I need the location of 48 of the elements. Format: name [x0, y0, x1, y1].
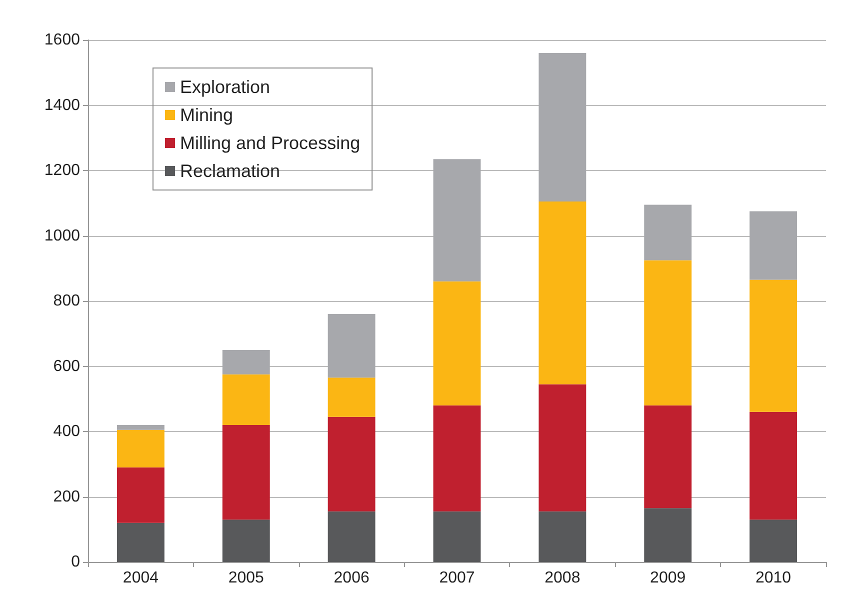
bar: [222, 350, 270, 374]
bar: [433, 159, 481, 282]
y-tick-label: 200: [53, 488, 80, 506]
y-tick-label: 1400: [44, 96, 80, 114]
legend-label: Reclamation: [180, 161, 280, 181]
legend-label: Milling and Processing: [180, 133, 360, 153]
legend-label: Exploration: [180, 77, 270, 97]
y-tick-label: 600: [53, 358, 80, 375]
bar: [328, 416, 376, 512]
bar: [433, 511, 481, 562]
bar: [116, 430, 164, 468]
bar: [750, 520, 798, 562]
bar: [750, 412, 798, 520]
x-tick-label: 2008: [544, 570, 580, 586]
y-tick-label: 0: [71, 554, 80, 570]
y-tick-label: 1600: [44, 32, 80, 48]
x-tick-label: 2005: [228, 570, 264, 586]
bar: [328, 314, 376, 378]
bar: [116, 424, 164, 430]
bar: [222, 520, 270, 562]
bar: [750, 211, 798, 280]
x-tick-label: 2009: [650, 570, 686, 586]
bar: [538, 511, 586, 562]
bar: [222, 424, 270, 520]
x-tick-label: 2010: [755, 570, 792, 586]
bar: [116, 522, 164, 562]
y-tick-label: 1200: [44, 162, 80, 179]
bar: [116, 467, 164, 523]
bar: [644, 508, 692, 562]
y-tick-label: 800: [53, 292, 80, 310]
y-tick-label: 400: [53, 423, 80, 440]
bar: [538, 201, 586, 384]
bar: [538, 53, 586, 202]
bar: [433, 405, 481, 512]
x-tick-label: 2006: [334, 570, 370, 586]
bar: [328, 378, 376, 417]
legend-label: Mining: [180, 105, 234, 125]
bar: [433, 281, 481, 406]
bar: [328, 511, 376, 562]
bar: [750, 280, 798, 412]
x-tick-label: 2004: [122, 570, 159, 586]
bar: [644, 260, 692, 406]
bar: [538, 384, 586, 512]
bar: [644, 405, 692, 508]
x-tick-label: 2007: [439, 570, 475, 586]
bar: [644, 204, 692, 260]
bar: [222, 374, 270, 425]
y-tick-label: 1000: [44, 227, 80, 244]
